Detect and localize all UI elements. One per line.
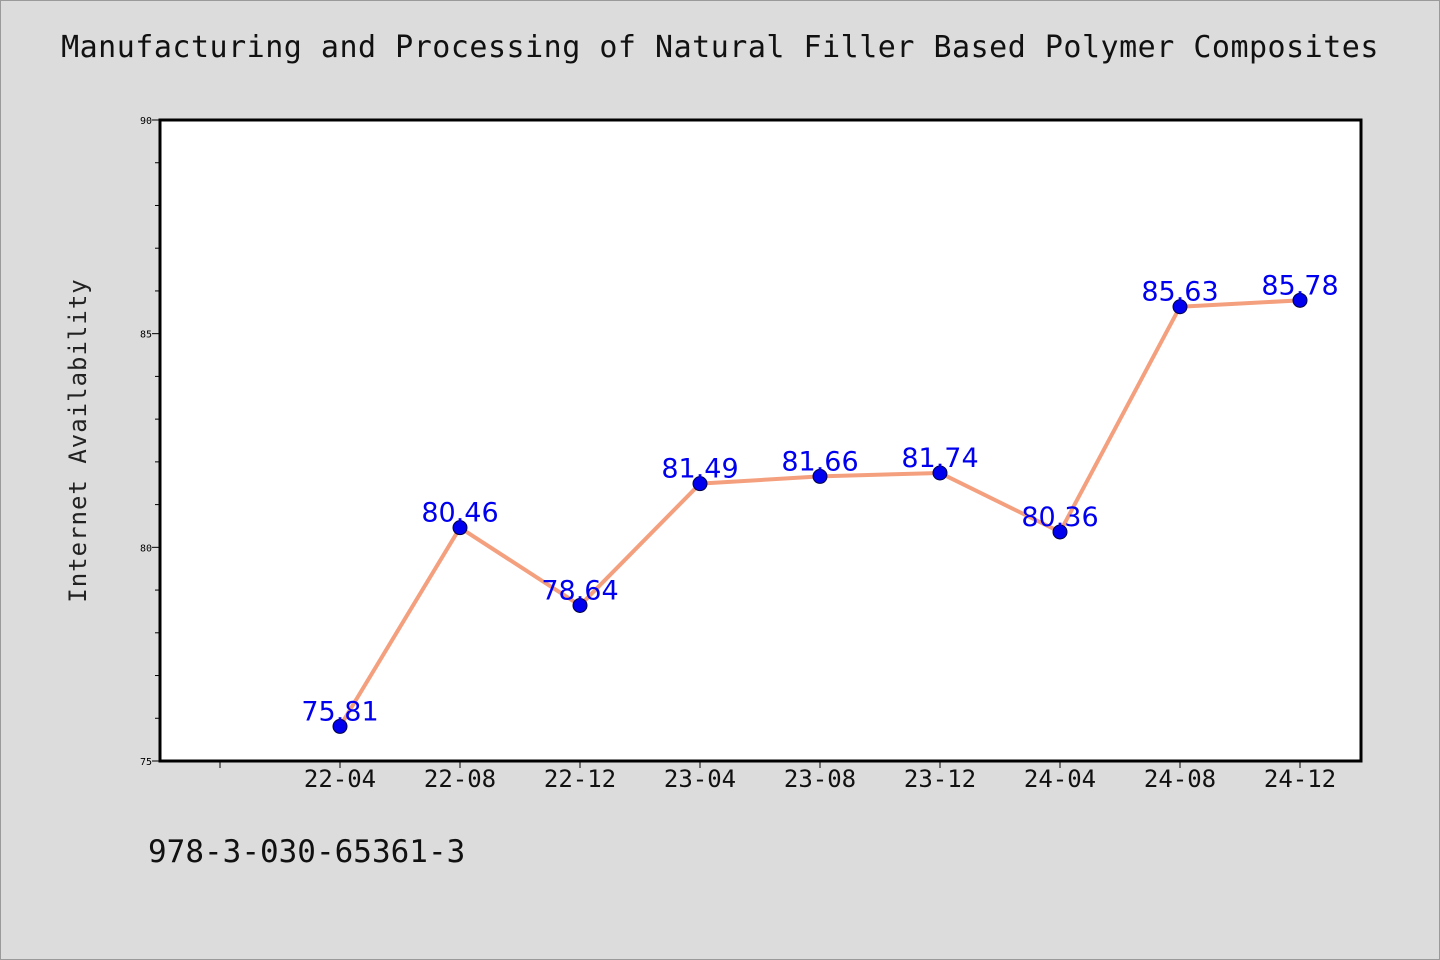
data-point-marker — [932, 465, 948, 481]
plot-area — [158, 118, 1363, 763]
x-tick-label: 24-04 — [1024, 765, 1096, 793]
data-label: 80.36 — [1021, 502, 1098, 533]
data-label: 85.63 — [1141, 277, 1218, 308]
data-point-marker — [812, 468, 828, 484]
data-labels: 75.81 80.46 78.64 81.49 81.66 81.74 80.36 85.63… — [301, 270, 1338, 727]
x-tick-label: 23-12 — [904, 765, 976, 793]
y-tick-label: 90 — [140, 116, 152, 127]
data-point-marker — [332, 718, 348, 734]
data-label: 81.66 — [781, 446, 858, 477]
axis-ticks: 75 80 85 90 22-04 22-08 22-12 23-04 23-08 23-12 24… — [140, 116, 1336, 793]
data-label: 81.74 — [901, 443, 978, 474]
data-label: 75.81 — [301, 696, 378, 727]
y-tick-label: 85 — [140, 330, 152, 341]
data-markers — [332, 292, 1308, 734]
data-point-marker — [692, 476, 708, 492]
x-tick-label: 23-08 — [784, 765, 856, 793]
data-label: 81.49 — [661, 454, 738, 485]
x-tick-label: 22-12 — [544, 765, 616, 793]
data-point-marker — [1052, 524, 1068, 540]
data-label: 85.78 — [1261, 270, 1338, 301]
x-tick-label: 24-12 — [1264, 765, 1336, 793]
data-label: 78.64 — [541, 575, 618, 606]
data-label: 80.46 — [421, 498, 498, 529]
x-tick-label: 22-08 — [424, 765, 496, 793]
data-point-marker — [572, 597, 588, 613]
y-axis-title: Internet Availability — [64, 278, 92, 602]
data-point-marker — [1172, 299, 1188, 315]
y-axis-title-group: Internet Availability — [64, 278, 92, 602]
x-tick-label: 22-04 — [304, 765, 376, 793]
data-point-marker — [452, 520, 468, 536]
data-point-marker — [1292, 292, 1308, 308]
x-tick-label: 24-08 — [1144, 765, 1216, 793]
y-tick-label: 80 — [140, 543, 152, 554]
footnote-isbn: 978-3-030-65361-3 — [148, 834, 466, 870]
x-tick-label: 23-04 — [664, 765, 736, 793]
y-tick-label: 75 — [140, 757, 152, 768]
chart-title: Manufacturing and Processing of Natural … — [61, 30, 1379, 65]
